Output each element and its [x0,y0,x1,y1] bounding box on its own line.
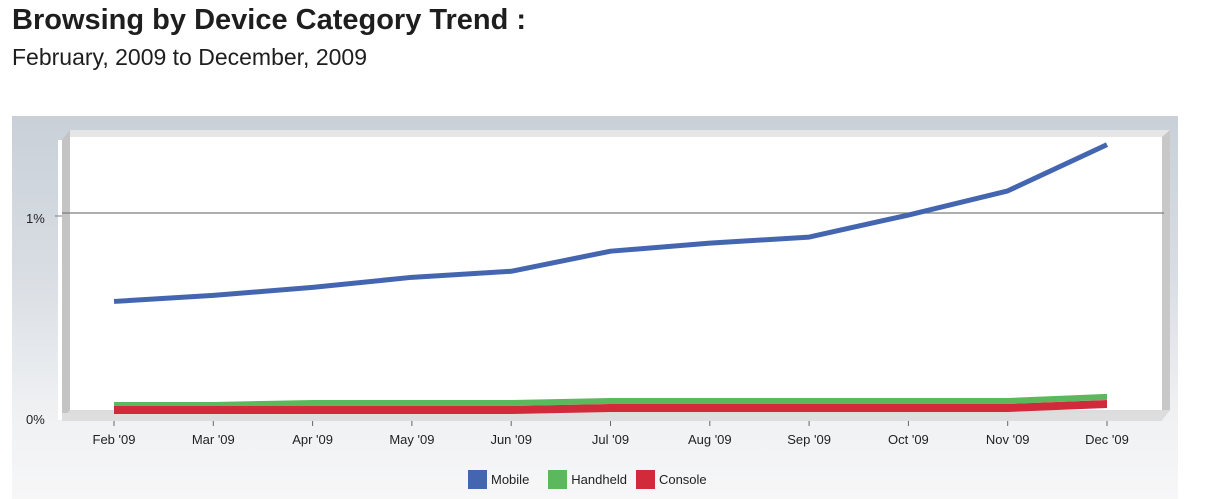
x-tick-label: May '09 [389,432,434,447]
x-tick-label: Mar '09 [192,432,235,447]
plot-area [58,130,1170,421]
legend-item-console[interactable]: Console [635,470,707,489]
series-handheld [114,393,1107,408]
chart-subtitle: February, 2009 to December, 2009 [12,44,368,70]
legend-label: Console [658,472,707,487]
legend-label: Handheld [571,472,627,487]
x-tick-label: Feb '09 [93,432,136,447]
y-tick-label: 1% [26,211,45,226]
x-tick-label: Apr '09 [292,432,333,447]
legend: Mobile Handheld Console [468,470,716,489]
chart-title: Browsing by Device Category Trend : [12,4,527,36]
legend-swatch-mobile [468,470,487,489]
series-mobile [113,142,1109,304]
legend-label: Mobile [491,472,530,487]
x-tick-label: Sep '09 [787,432,831,447]
series-console [114,399,1107,414]
x-tick-label: Jun '09 [490,432,532,447]
x-tick-label: Nov '09 [986,432,1030,447]
legend-item-handheld[interactable]: Handheld [548,470,627,489]
legend-swatch-console [635,470,655,489]
x-tick-label: Dec '09 [1085,432,1129,447]
x-axis: Feb '09 Mar '09 Apr '09 May '09 Jun '09 Jul '… [93,421,1129,447]
legend-swatch-handheld [548,470,568,489]
x-tick-label: Oct '09 [888,432,929,447]
series-group [113,142,1109,414]
legend-item-mobile[interactable]: Mobile [468,470,529,489]
x-tick-label: Jul '09 [592,432,629,447]
x-tick-label: Aug '09 [688,432,732,447]
y-tick-label: 0% [26,412,45,427]
